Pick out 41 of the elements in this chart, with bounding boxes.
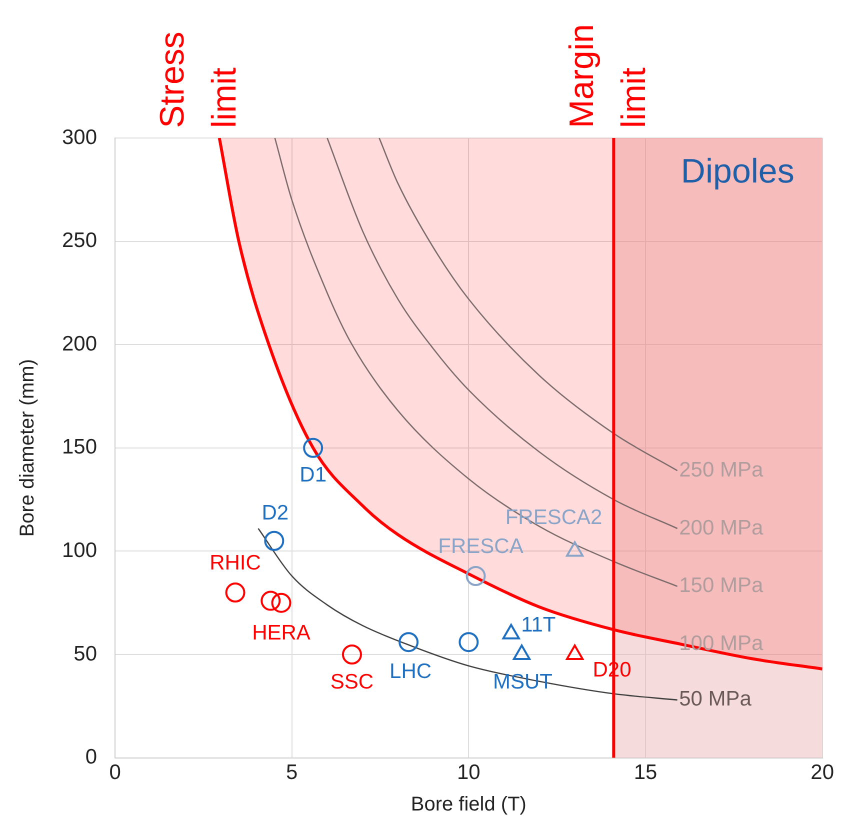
y-tick-label: 200 <box>62 332 98 356</box>
point <box>264 530 284 551</box>
line-series <box>378 138 678 472</box>
line-series <box>326 138 678 530</box>
annotation: FRESCA <box>438 534 524 558</box>
y-tick-label: 100 <box>62 538 98 562</box>
annotation: LHC <box>390 660 432 683</box>
x-tick-label: 15 <box>634 761 658 784</box>
y-tick-label: 150 <box>62 436 98 459</box>
annotation: RHIC <box>210 551 261 574</box>
annotation: HERA <box>252 622 310 645</box>
y-tick-label: 300 <box>62 126 98 149</box>
y-tick-label: 0 <box>85 746 98 769</box>
point <box>342 644 362 664</box>
x-axis-title: Bore field (T) <box>410 794 526 816</box>
x-tick-label: 20 <box>810 761 834 784</box>
ref-line-label: Margin limit <box>563 24 654 128</box>
point <box>398 632 419 652</box>
annotation: 200 MPa <box>679 516 764 540</box>
annotation: 250 MPa <box>679 458 764 482</box>
annotation: D1 <box>300 464 327 487</box>
text: Stress limit <box>154 32 244 128</box>
y-tick-label: 250 <box>62 229 98 252</box>
x-tick-label: 10 <box>457 761 480 784</box>
point <box>225 582 246 603</box>
x-tick-label: 0 <box>109 761 121 784</box>
point <box>466 566 486 586</box>
point <box>303 438 324 458</box>
annotation: 150 MPa <box>679 574 764 598</box>
annotation: D2 <box>262 502 289 525</box>
annotation: MSUT <box>492 670 553 694</box>
point <box>260 590 281 611</box>
point <box>458 632 479 652</box>
annotation: Dipoles <box>680 152 794 190</box>
x-tick-label: 5 <box>286 761 298 784</box>
point <box>271 592 292 613</box>
y-axis-title: Bore diameter (mm) <box>16 358 39 537</box>
annotation: SSC <box>330 670 374 694</box>
y-tick-label: 50 <box>74 642 98 666</box>
annotation: 50 MPa <box>679 688 752 711</box>
annotation: 11T <box>521 614 556 637</box>
